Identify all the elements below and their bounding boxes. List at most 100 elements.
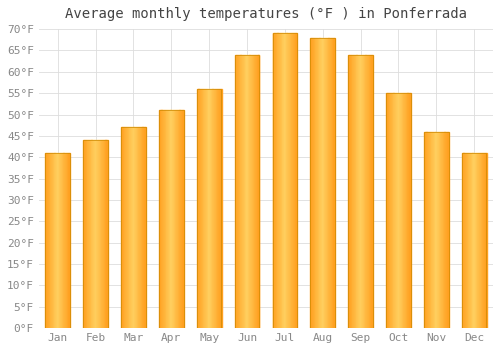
Bar bbox=[100, 140, 102, 328]
Bar bbox=[274, 33, 275, 328]
Bar bbox=[348, 55, 373, 328]
Bar bbox=[198, 89, 200, 328]
Bar bbox=[61, 153, 62, 328]
Bar bbox=[294, 33, 296, 328]
Bar bbox=[132, 127, 134, 328]
Bar bbox=[402, 93, 404, 328]
Bar bbox=[359, 55, 360, 328]
Bar bbox=[176, 110, 177, 328]
Bar bbox=[182, 110, 183, 328]
Bar bbox=[425, 132, 426, 328]
Bar bbox=[246, 55, 247, 328]
Bar bbox=[480, 153, 481, 328]
Bar bbox=[252, 55, 253, 328]
Bar bbox=[102, 140, 103, 328]
Bar bbox=[409, 93, 410, 328]
Bar bbox=[362, 55, 363, 328]
Bar bbox=[197, 89, 222, 328]
Bar bbox=[251, 55, 252, 328]
Bar bbox=[475, 153, 476, 328]
Bar bbox=[394, 93, 395, 328]
Bar bbox=[93, 140, 94, 328]
Bar bbox=[470, 153, 471, 328]
Bar bbox=[398, 93, 400, 328]
Bar bbox=[310, 37, 335, 328]
Bar bbox=[122, 127, 123, 328]
Bar bbox=[130, 127, 131, 328]
Bar bbox=[159, 110, 160, 328]
Bar bbox=[476, 153, 478, 328]
Bar bbox=[399, 93, 400, 328]
Bar bbox=[136, 127, 138, 328]
Bar bbox=[405, 93, 406, 328]
Bar bbox=[474, 153, 475, 328]
Bar bbox=[236, 55, 237, 328]
Bar bbox=[141, 127, 142, 328]
Bar bbox=[170, 110, 172, 328]
Bar bbox=[350, 55, 352, 328]
Bar bbox=[106, 140, 107, 328]
Bar bbox=[50, 153, 51, 328]
Bar bbox=[51, 153, 52, 328]
Bar bbox=[240, 55, 242, 328]
Bar bbox=[97, 140, 98, 328]
Bar bbox=[181, 110, 182, 328]
Bar bbox=[52, 153, 53, 328]
Bar bbox=[321, 37, 322, 328]
Bar bbox=[144, 127, 145, 328]
Bar bbox=[432, 132, 433, 328]
Bar bbox=[121, 127, 146, 328]
Bar bbox=[178, 110, 180, 328]
Bar bbox=[370, 55, 372, 328]
Bar bbox=[484, 153, 485, 328]
Bar bbox=[466, 153, 468, 328]
Bar bbox=[353, 55, 354, 328]
Bar bbox=[390, 93, 391, 328]
Bar bbox=[327, 37, 328, 328]
Bar bbox=[356, 55, 358, 328]
Bar bbox=[285, 33, 286, 328]
Bar bbox=[243, 55, 244, 328]
Bar bbox=[64, 153, 65, 328]
Bar bbox=[272, 33, 274, 328]
Bar bbox=[328, 37, 330, 328]
Bar bbox=[371, 55, 372, 328]
Bar bbox=[280, 33, 281, 328]
Bar bbox=[358, 55, 359, 328]
Bar bbox=[316, 37, 317, 328]
Bar bbox=[173, 110, 174, 328]
Bar bbox=[53, 153, 54, 328]
Bar bbox=[210, 89, 211, 328]
Bar bbox=[94, 140, 95, 328]
Bar bbox=[283, 33, 284, 328]
Bar bbox=[123, 127, 124, 328]
Bar bbox=[286, 33, 288, 328]
Bar bbox=[466, 153, 467, 328]
Bar bbox=[430, 132, 432, 328]
Bar bbox=[354, 55, 355, 328]
Bar bbox=[164, 110, 165, 328]
Bar bbox=[355, 55, 356, 328]
Bar bbox=[433, 132, 434, 328]
Bar bbox=[436, 132, 437, 328]
Bar bbox=[57, 153, 58, 328]
Bar bbox=[392, 93, 394, 328]
Bar bbox=[258, 55, 260, 328]
Bar bbox=[278, 33, 279, 328]
Bar bbox=[320, 37, 321, 328]
Bar bbox=[95, 140, 96, 328]
Bar bbox=[85, 140, 86, 328]
Bar bbox=[211, 89, 212, 328]
Bar bbox=[424, 132, 425, 328]
Bar bbox=[462, 153, 464, 328]
Bar bbox=[438, 132, 440, 328]
Bar bbox=[447, 132, 448, 328]
Bar bbox=[239, 55, 240, 328]
Title: Average monthly temperatures (°F ) in Ponferrada: Average monthly temperatures (°F ) in Po… bbox=[65, 7, 467, 21]
Bar bbox=[442, 132, 443, 328]
Bar bbox=[216, 89, 218, 328]
Bar bbox=[159, 110, 184, 328]
Bar bbox=[322, 37, 324, 328]
Bar bbox=[145, 127, 146, 328]
Bar bbox=[135, 127, 136, 328]
